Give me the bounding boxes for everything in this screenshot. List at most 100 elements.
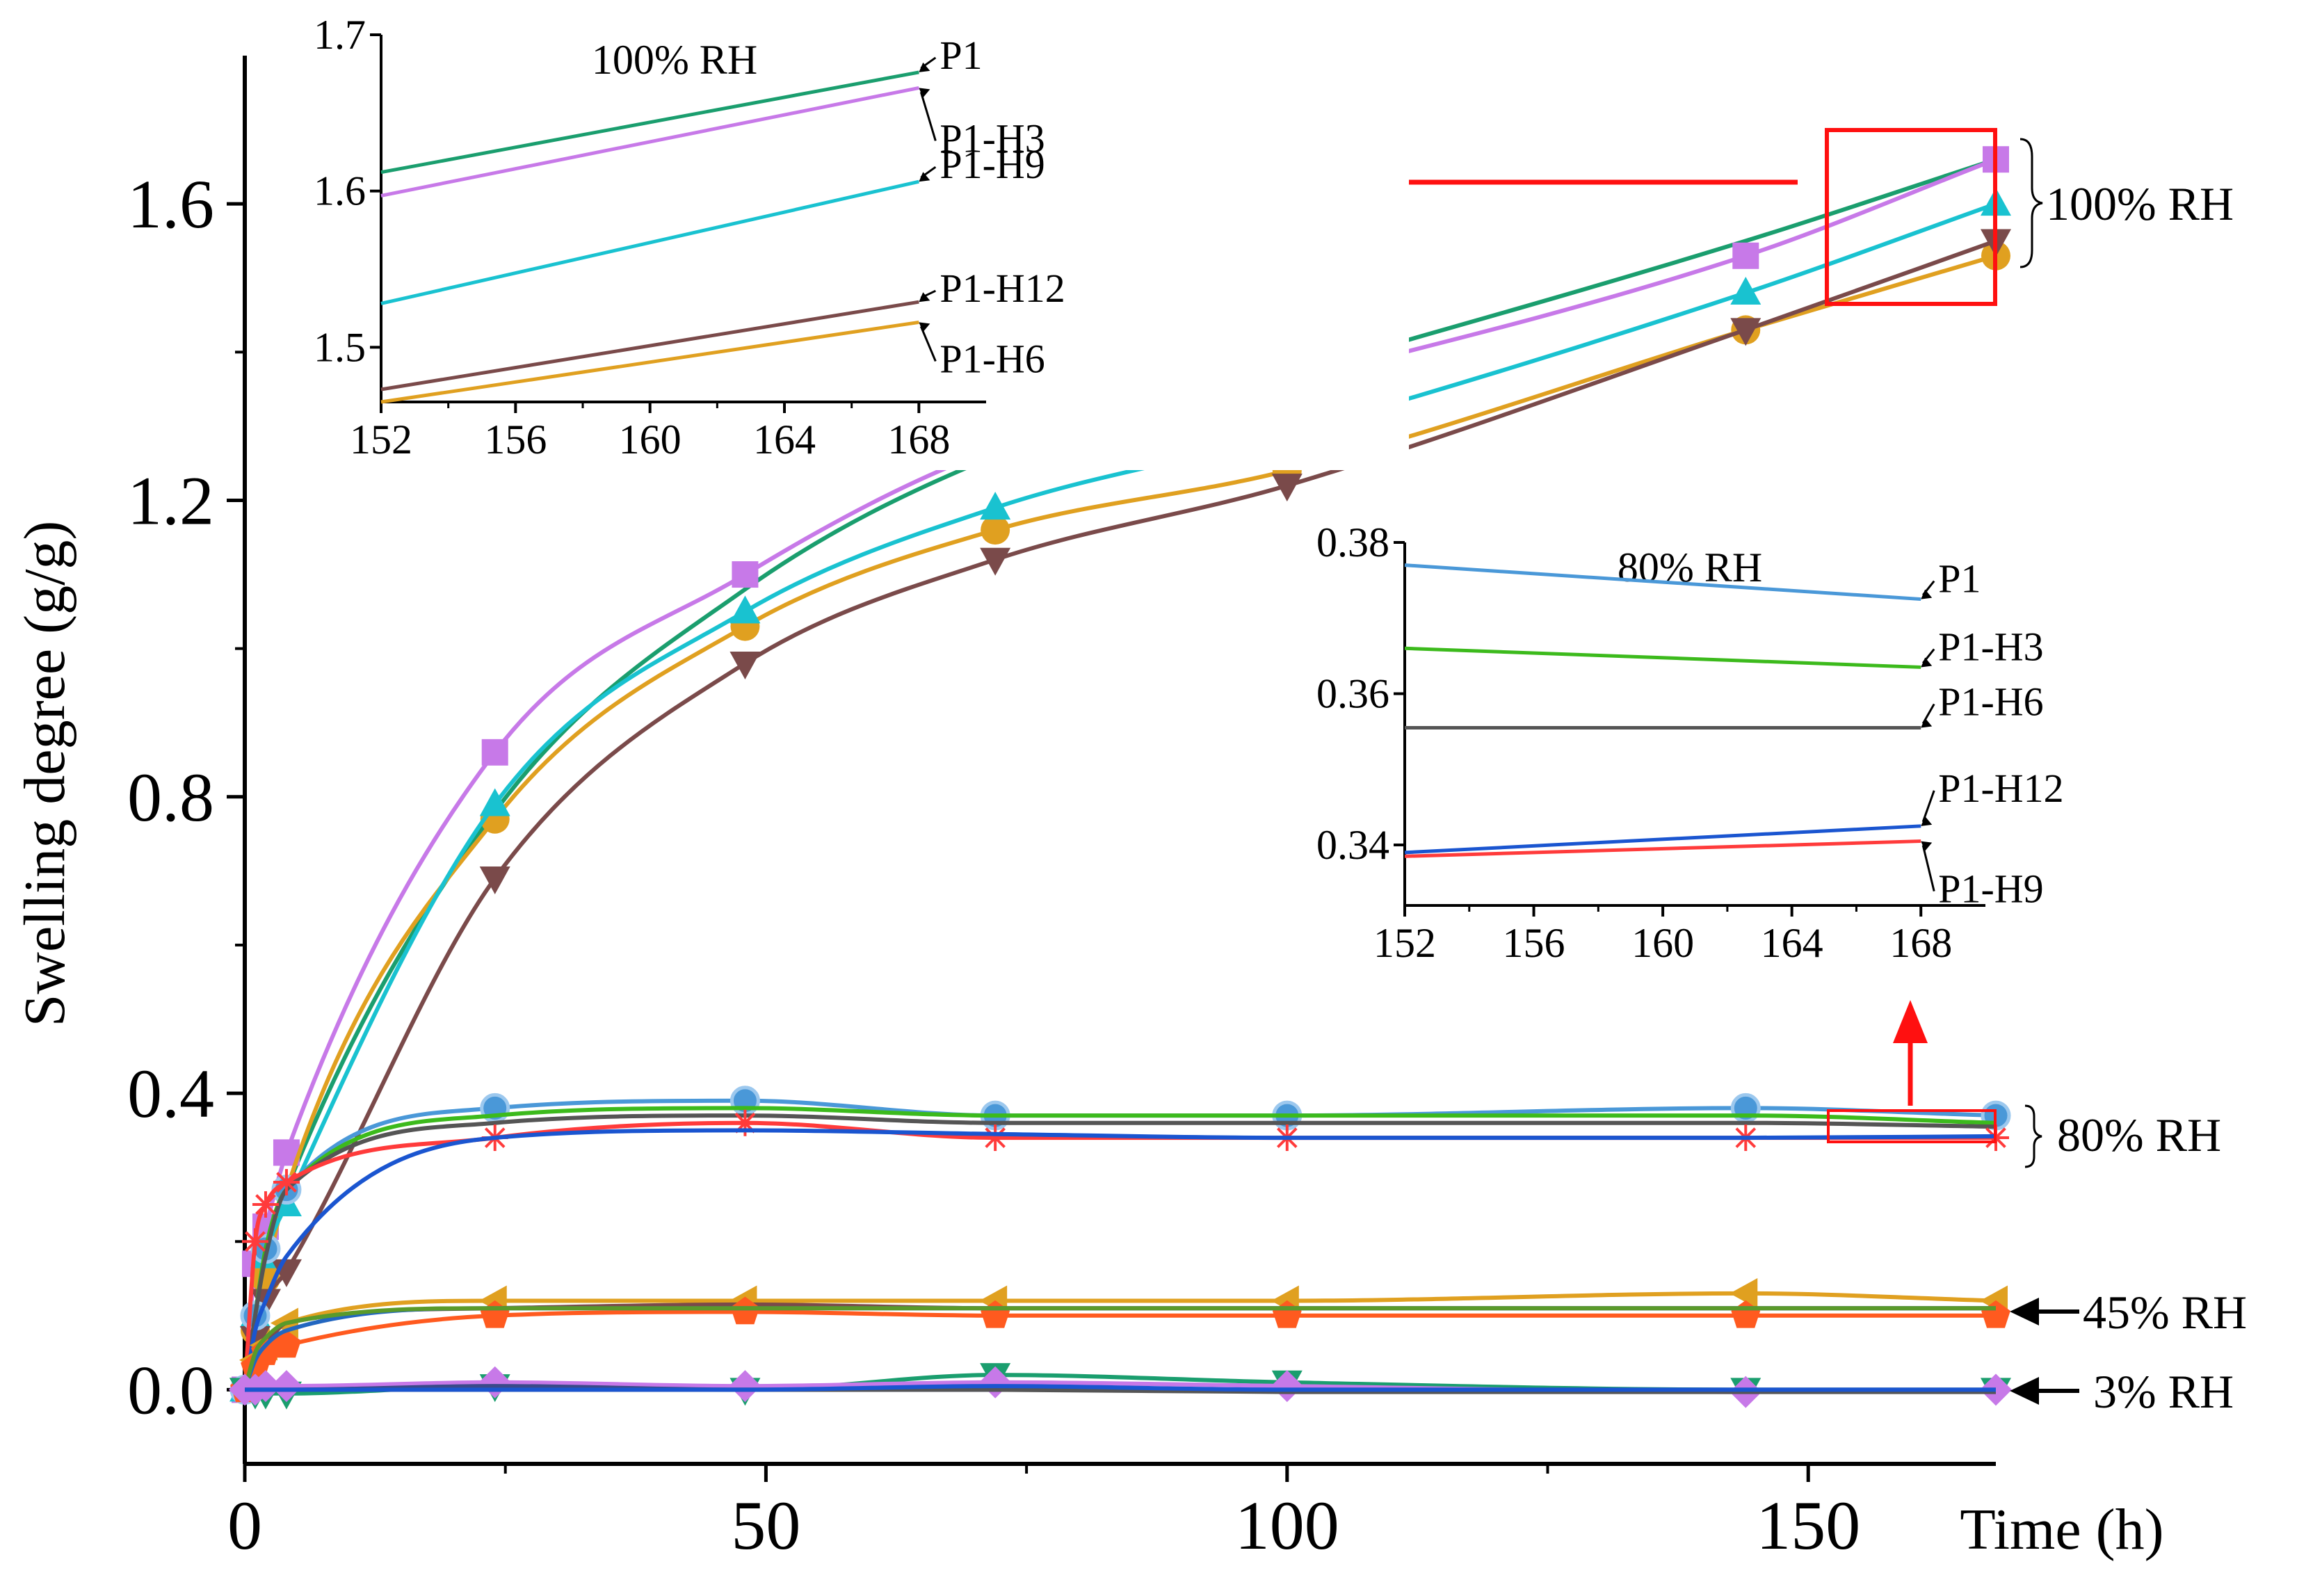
inset-series-line — [380, 86, 919, 198]
inset-series-line — [1404, 839, 1921, 858]
inset-series-label: P1 — [1938, 556, 1981, 602]
inset-leader-head — [1921, 816, 1933, 826]
inset-series-line — [1404, 824, 1921, 855]
rh-group — [229, 1086, 2011, 1405]
data-point — [270, 1370, 303, 1403]
inset-y-tick-label: 1.7 — [314, 12, 366, 58]
data-point — [729, 595, 761, 624]
annotation-100: 100% RH — [2046, 177, 2234, 230]
data-point — [980, 547, 1011, 576]
data-point — [1730, 277, 1761, 305]
inset-series-line — [1404, 563, 1921, 602]
x-tick-label: 150 — [1756, 1487, 1860, 1564]
data-point — [241, 1228, 268, 1255]
inset-leader-head — [1921, 718, 1933, 728]
data-point — [729, 651, 761, 679]
inset-y-tick-label: 0.36 — [1316, 671, 1389, 717]
inset-x-tick-label: 156 — [484, 417, 547, 462]
inset-series-label: P1-H3 — [940, 115, 1045, 161]
inset-series-label: P1-H6 — [940, 336, 1045, 381]
series-line — [243, 1120, 1996, 1390]
inset-y-tick-label: 0.34 — [1316, 822, 1389, 868]
annotation-80: 80% RH — [2057, 1109, 2221, 1161]
inset-x-tick-label: 156 — [1503, 920, 1565, 966]
inset-y-tick-label: 0.38 — [1316, 519, 1389, 565]
data-point — [479, 788, 510, 816]
main-axes: 0 50 100 150 0.0 0.4 0.8 1.2 1.6 Swelling degree … — [13, 56, 2164, 1564]
y-tick-label: 0.4 — [127, 1055, 214, 1132]
zoom-box-80 — [1827, 1109, 1997, 1143]
brace-100 — [2019, 138, 2043, 268]
y-tick-label: 0.0 — [127, 1351, 214, 1428]
arrow-45-head — [2010, 1298, 2039, 1325]
inset-leader-head — [919, 88, 930, 98]
inset-series-line — [380, 320, 919, 404]
arrow-3-head — [2010, 1377, 2039, 1405]
data-point — [249, 1370, 282, 1403]
asterisk-stroke — [245, 1231, 266, 1252]
inset-series-label: P1-H9 — [940, 142, 1045, 187]
data-point — [272, 1330, 301, 1358]
data-point — [730, 1296, 760, 1325]
series-line — [245, 1384, 1997, 1392]
data-point — [481, 739, 508, 766]
series-line — [243, 1106, 1997, 1390]
inset-background — [1396, 534, 2306, 974]
inset-leader — [919, 91, 937, 141]
inset-leader-head — [1921, 657, 1933, 668]
data-point — [252, 1191, 279, 1218]
inset-series-label: P1-H12 — [940, 266, 1065, 311]
data-point — [981, 515, 1010, 545]
annotation-45: 45% RH — [2083, 1286, 2247, 1339]
zoom-box-100 — [1825, 128, 1997, 306]
inset-series-label: P1-H9 — [1938, 866, 2043, 912]
x-tick-label: 100 — [1235, 1487, 1339, 1564]
series-line — [243, 1128, 1997, 1390]
data-point — [1732, 242, 1759, 269]
data-point — [1730, 1277, 1758, 1309]
data-point — [729, 1370, 761, 1403]
y-tick-label: 1.2 — [127, 462, 214, 539]
inset-series-label: P1 — [940, 33, 982, 78]
inset-leader-head — [919, 292, 930, 303]
inset-series-line — [380, 300, 919, 392]
series-line — [243, 202, 1997, 1390]
inset-x-tick-label: 152 — [350, 417, 412, 462]
inset-x-tick-label: 164 — [753, 417, 816, 462]
inset-x-tick-label: 164 — [1761, 920, 1823, 966]
main-plot-area — [229, 146, 2012, 1410]
inset-series-line — [1404, 646, 1921, 669]
brace-80 — [2024, 1104, 2042, 1168]
data-point — [982, 1125, 1009, 1152]
asterisk-stroke — [276, 1172, 297, 1193]
inset-y-tick-label: 1.5 — [314, 324, 366, 370]
x-tick-label: 50 — [731, 1487, 800, 1564]
red-arrow-80-head — [1893, 1000, 1928, 1043]
y-tick-label: 0.8 — [127, 759, 214, 836]
inset-series-line — [380, 179, 919, 305]
inset-leader-head — [919, 172, 930, 182]
asterisk-stroke — [255, 1194, 276, 1215]
inset-background — [373, 26, 1409, 470]
rh-group — [229, 1277, 2010, 1405]
inset-leader-head — [1921, 589, 1933, 599]
inset-y-tick-label: 1.6 — [314, 168, 366, 214]
inset-x-tick-label: 168 — [1889, 920, 1952, 966]
asterisk-stroke — [985, 1127, 1006, 1148]
inset-series-line — [380, 70, 919, 175]
inset-leader — [1921, 845, 1935, 892]
inset-x-tick-label: 152 — [1373, 920, 1436, 966]
series-line — [243, 1098, 1997, 1390]
inset-leader-head — [1921, 841, 1933, 851]
inset-title: 100% RH — [592, 37, 757, 83]
inset-leader-head — [919, 322, 930, 332]
inset-leader-head — [919, 62, 930, 72]
data-point — [1271, 474, 1303, 502]
y-tick-label: 1.6 — [127, 166, 214, 243]
x-tick-label: 0 — [227, 1487, 262, 1564]
inset-x-tick-label: 168 — [887, 417, 950, 462]
rh-group — [229, 1363, 2012, 1410]
data-point — [732, 561, 759, 588]
